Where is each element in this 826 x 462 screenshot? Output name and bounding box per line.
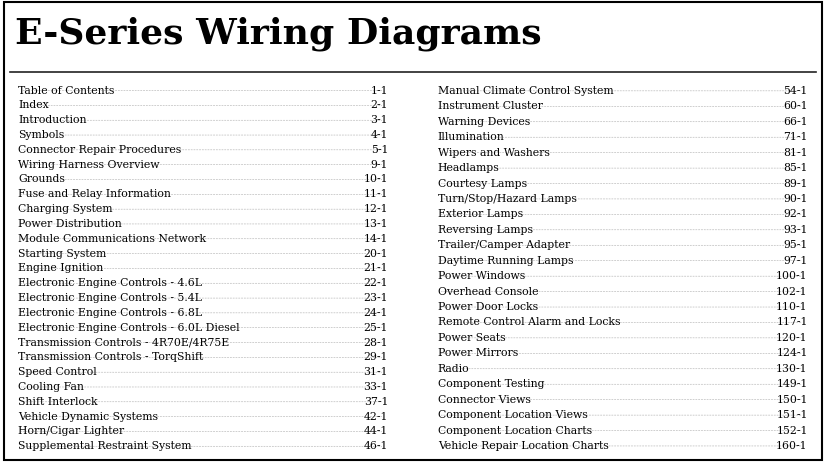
Text: Electronic Engine Controls - 4.6L: Electronic Engine Controls - 4.6L — [18, 278, 202, 288]
Text: 117-1: 117-1 — [776, 317, 808, 328]
Text: Electronic Engine Controls - 5.4L: Electronic Engine Controls - 5.4L — [18, 293, 202, 303]
Text: Trailer/Camper Adapter: Trailer/Camper Adapter — [438, 240, 570, 250]
Text: 10-1: 10-1 — [363, 175, 388, 184]
Text: Transmission Controls - 4R70E/4R75E: Transmission Controls - 4R70E/4R75E — [18, 338, 230, 347]
Text: 4-1: 4-1 — [371, 130, 388, 140]
Text: 29-1: 29-1 — [363, 353, 388, 362]
Text: 21-1: 21-1 — [363, 263, 388, 274]
Text: Transmission Controls - TorqShift: Transmission Controls - TorqShift — [18, 353, 203, 362]
Text: 97-1: 97-1 — [783, 255, 808, 266]
Text: 23-1: 23-1 — [363, 293, 388, 303]
Text: Component Location Charts: Component Location Charts — [438, 426, 592, 436]
Text: 31-1: 31-1 — [363, 367, 388, 377]
Text: Engine Ignition: Engine Ignition — [18, 263, 103, 274]
Text: 12-1: 12-1 — [363, 204, 388, 214]
Text: 151-1: 151-1 — [776, 410, 808, 420]
Text: 90-1: 90-1 — [783, 194, 808, 204]
Text: 42-1: 42-1 — [363, 412, 388, 422]
Text: 9-1: 9-1 — [371, 160, 388, 170]
Text: Reversing Lamps: Reversing Lamps — [438, 225, 533, 235]
Text: Illumination: Illumination — [438, 132, 505, 142]
Text: 5-1: 5-1 — [371, 145, 388, 155]
Text: 71-1: 71-1 — [783, 132, 808, 142]
Text: 149-1: 149-1 — [776, 379, 808, 389]
Text: 124-1: 124-1 — [776, 348, 808, 359]
Text: Cooling Fan: Cooling Fan — [18, 382, 84, 392]
Text: 120-1: 120-1 — [776, 333, 808, 343]
Text: 160-1: 160-1 — [776, 441, 808, 451]
Text: Power Seats: Power Seats — [438, 333, 506, 343]
Text: Power Mirrors: Power Mirrors — [438, 348, 518, 359]
Text: Manual Climate Control System: Manual Climate Control System — [438, 86, 614, 96]
Text: 66-1: 66-1 — [783, 117, 808, 127]
Text: Courtesy Lamps: Courtesy Lamps — [438, 178, 527, 188]
Text: Vehicle Repair Location Charts: Vehicle Repair Location Charts — [438, 441, 609, 451]
Text: Shift Interlock: Shift Interlock — [18, 397, 97, 407]
Text: 13-1: 13-1 — [363, 219, 388, 229]
Text: 93-1: 93-1 — [783, 225, 808, 235]
Text: Remote Control Alarm and Locks: Remote Control Alarm and Locks — [438, 317, 620, 328]
Text: 152-1: 152-1 — [776, 426, 808, 436]
Text: Turn/Stop/Hazard Lamps: Turn/Stop/Hazard Lamps — [438, 194, 577, 204]
Text: 28-1: 28-1 — [363, 338, 388, 347]
Text: Radio: Radio — [438, 364, 469, 374]
Text: Speed Control: Speed Control — [18, 367, 97, 377]
Text: Overhead Console: Overhead Console — [438, 286, 539, 297]
Text: Power Distribution: Power Distribution — [18, 219, 122, 229]
Text: Module Communications Network: Module Communications Network — [18, 234, 206, 244]
Text: 100-1: 100-1 — [776, 271, 808, 281]
Text: Wiring Harness Overview: Wiring Harness Overview — [18, 160, 159, 170]
Text: Instrument Cluster: Instrument Cluster — [438, 101, 543, 111]
Text: 130-1: 130-1 — [776, 364, 808, 374]
Text: 110-1: 110-1 — [776, 302, 808, 312]
Text: 24-1: 24-1 — [363, 308, 388, 318]
Text: 25-1: 25-1 — [363, 322, 388, 333]
Text: 22-1: 22-1 — [363, 278, 388, 288]
Text: 92-1: 92-1 — [783, 209, 808, 219]
Text: 95-1: 95-1 — [783, 240, 808, 250]
Text: Electronic Engine Controls - 6.0L Diesel: Electronic Engine Controls - 6.0L Diesel — [18, 322, 240, 333]
Text: 3-1: 3-1 — [371, 115, 388, 125]
Text: 102-1: 102-1 — [776, 286, 808, 297]
Text: Horn/Cigar Lighter: Horn/Cigar Lighter — [18, 426, 124, 437]
Text: Connector Repair Procedures: Connector Repair Procedures — [18, 145, 182, 155]
Text: 81-1: 81-1 — [783, 148, 808, 158]
Text: Table of Contents: Table of Contents — [18, 85, 115, 96]
Text: Connector Views: Connector Views — [438, 395, 530, 405]
Text: E-Series Wiring Diagrams: E-Series Wiring Diagrams — [15, 16, 542, 51]
Text: Introduction: Introduction — [18, 115, 87, 125]
Text: Starting System: Starting System — [18, 249, 107, 259]
Text: Electronic Engine Controls - 6.8L: Electronic Engine Controls - 6.8L — [18, 308, 202, 318]
Text: Daytime Running Lamps: Daytime Running Lamps — [438, 255, 573, 266]
Text: 46-1: 46-1 — [363, 441, 388, 451]
Text: 1-1: 1-1 — [371, 85, 388, 96]
Text: 2-1: 2-1 — [371, 100, 388, 110]
Text: Charging System: Charging System — [18, 204, 112, 214]
Text: Power Windows: Power Windows — [438, 271, 525, 281]
Text: 33-1: 33-1 — [363, 382, 388, 392]
Text: Headlamps: Headlamps — [438, 163, 500, 173]
Text: Wipers and Washers: Wipers and Washers — [438, 148, 549, 158]
Text: 60-1: 60-1 — [783, 101, 808, 111]
Text: Vehicle Dynamic Systems: Vehicle Dynamic Systems — [18, 412, 158, 422]
Text: Power Door Locks: Power Door Locks — [438, 302, 538, 312]
Text: 14-1: 14-1 — [363, 234, 388, 244]
Text: Component Location Views: Component Location Views — [438, 410, 587, 420]
Text: 85-1: 85-1 — [783, 163, 808, 173]
Text: Supplemental Restraint System: Supplemental Restraint System — [18, 441, 192, 451]
Text: 150-1: 150-1 — [776, 395, 808, 405]
Text: Component Testing: Component Testing — [438, 379, 544, 389]
Text: Index: Index — [18, 100, 49, 110]
Text: 20-1: 20-1 — [363, 249, 388, 259]
Text: 44-1: 44-1 — [363, 426, 388, 437]
Text: Symbols: Symbols — [18, 130, 64, 140]
Text: 37-1: 37-1 — [363, 397, 388, 407]
Text: Exterior Lamps: Exterior Lamps — [438, 209, 523, 219]
Text: Grounds: Grounds — [18, 175, 65, 184]
Text: 54-1: 54-1 — [783, 86, 808, 96]
Text: 89-1: 89-1 — [783, 178, 808, 188]
Text: 11-1: 11-1 — [363, 189, 388, 199]
Text: Warning Devices: Warning Devices — [438, 117, 530, 127]
Text: Fuse and Relay Information: Fuse and Relay Information — [18, 189, 171, 199]
